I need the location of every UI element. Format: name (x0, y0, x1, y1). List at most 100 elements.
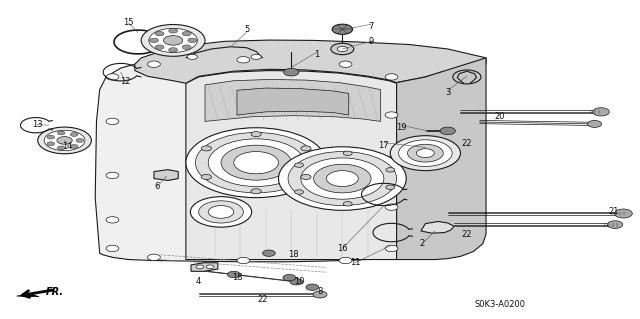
Circle shape (385, 112, 398, 118)
Circle shape (614, 209, 632, 218)
Circle shape (106, 172, 119, 179)
Circle shape (58, 146, 65, 150)
Text: 8: 8 (317, 287, 323, 296)
Text: 22: 22 (257, 295, 268, 304)
Circle shape (38, 127, 92, 154)
Polygon shape (205, 79, 381, 122)
Text: FR.: FR. (45, 287, 63, 297)
Text: 14: 14 (63, 142, 73, 151)
Circle shape (187, 54, 197, 59)
Text: 18: 18 (288, 250, 298, 259)
Circle shape (385, 245, 398, 252)
Circle shape (155, 32, 164, 36)
Circle shape (251, 131, 261, 137)
Text: 3: 3 (445, 88, 451, 97)
Circle shape (234, 152, 278, 174)
Text: 17: 17 (378, 141, 389, 150)
Circle shape (294, 190, 303, 194)
Circle shape (237, 56, 250, 63)
Circle shape (390, 136, 461, 171)
Circle shape (44, 130, 85, 151)
Text: 6: 6 (154, 182, 160, 191)
Circle shape (198, 201, 243, 223)
Circle shape (283, 274, 296, 281)
Circle shape (227, 271, 240, 278)
Circle shape (262, 250, 275, 256)
Circle shape (106, 118, 119, 124)
Polygon shape (154, 170, 178, 181)
Circle shape (208, 205, 234, 218)
Circle shape (313, 291, 327, 298)
Polygon shape (135, 40, 486, 83)
Circle shape (106, 74, 119, 80)
Polygon shape (17, 292, 39, 297)
Circle shape (208, 139, 304, 187)
Circle shape (294, 163, 303, 167)
Circle shape (70, 145, 78, 148)
Text: 13: 13 (32, 120, 42, 129)
Polygon shape (421, 221, 454, 233)
Text: 5: 5 (244, 25, 249, 34)
Text: 7: 7 (369, 22, 374, 31)
Circle shape (206, 265, 214, 269)
Circle shape (343, 151, 352, 155)
Circle shape (155, 45, 164, 49)
Circle shape (385, 74, 398, 80)
Circle shape (58, 131, 65, 135)
Circle shape (182, 32, 191, 36)
Circle shape (385, 204, 398, 210)
Circle shape (251, 54, 261, 59)
Circle shape (331, 43, 354, 55)
Circle shape (201, 174, 211, 180)
Circle shape (399, 140, 452, 167)
Circle shape (164, 36, 182, 45)
Circle shape (188, 38, 196, 43)
Circle shape (251, 189, 261, 194)
Circle shape (150, 38, 159, 43)
Circle shape (148, 61, 161, 67)
Circle shape (288, 152, 397, 205)
Circle shape (70, 133, 78, 137)
Circle shape (339, 61, 352, 67)
Circle shape (332, 24, 353, 34)
Polygon shape (191, 263, 218, 271)
Circle shape (278, 147, 406, 210)
Text: 4: 4 (196, 277, 202, 286)
Circle shape (301, 146, 311, 151)
Circle shape (314, 164, 371, 193)
Polygon shape (237, 88, 349, 115)
Circle shape (337, 47, 348, 51)
Text: 16: 16 (337, 244, 348, 253)
Text: 20: 20 (495, 112, 506, 121)
Circle shape (284, 68, 299, 76)
Circle shape (290, 278, 303, 285)
Circle shape (607, 221, 623, 228)
Circle shape (106, 217, 119, 223)
Circle shape (301, 158, 384, 199)
Text: 15: 15 (123, 19, 134, 27)
Text: 19: 19 (397, 123, 407, 132)
Circle shape (408, 144, 444, 162)
Text: 9: 9 (369, 38, 374, 47)
Circle shape (47, 142, 54, 146)
Circle shape (306, 284, 319, 290)
Circle shape (169, 48, 177, 52)
Circle shape (47, 135, 54, 139)
Circle shape (339, 257, 352, 264)
Circle shape (386, 185, 395, 189)
Text: 11: 11 (350, 258, 360, 267)
Circle shape (190, 197, 252, 227)
Circle shape (440, 127, 456, 135)
Circle shape (57, 137, 72, 144)
Text: 1: 1 (314, 50, 319, 59)
Circle shape (237, 257, 250, 264)
Circle shape (301, 174, 311, 180)
Circle shape (195, 132, 317, 193)
Circle shape (221, 145, 291, 180)
Circle shape (148, 254, 161, 261)
Circle shape (588, 121, 602, 127)
Circle shape (182, 45, 191, 49)
Circle shape (106, 245, 119, 252)
Circle shape (326, 171, 358, 187)
Polygon shape (95, 58, 402, 262)
